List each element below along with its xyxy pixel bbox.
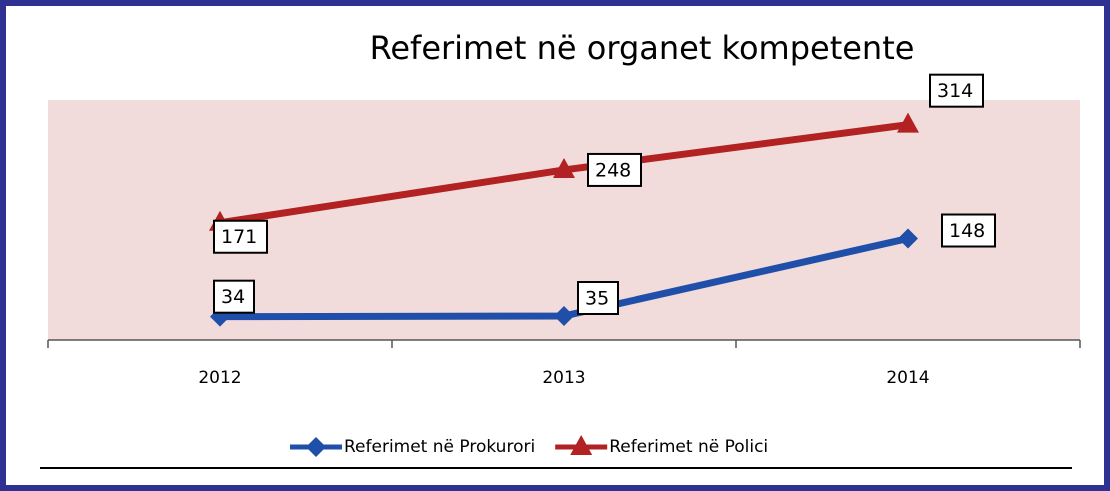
x-tick-label: 2013 — [542, 368, 585, 388]
x-tick-label: 2014 — [886, 368, 929, 388]
data-label-box — [587, 152, 642, 187]
data-label-box — [213, 219, 268, 254]
data-label-box — [941, 213, 996, 248]
data-label-box — [577, 281, 619, 315]
data-label-box — [213, 279, 255, 314]
legend-label: Referimet në Prokurori — [344, 437, 535, 457]
data-label: 34 — [221, 286, 245, 308]
data-label: 35 — [585, 288, 609, 310]
data-label: 314 — [937, 80, 973, 102]
marker — [306, 437, 326, 457]
data-label: 171 — [221, 226, 257, 248]
data-label-box — [929, 73, 984, 108]
x-tick-label: 2012 — [198, 368, 241, 388]
marker — [897, 112, 919, 133]
marker — [570, 435, 593, 455]
marker — [553, 157, 575, 178]
chart-title: Referimet në organet kompetente — [370, 29, 915, 67]
data-label: 148 — [949, 220, 985, 242]
legend-label: Referimet në Polici — [609, 437, 768, 457]
marker — [898, 228, 918, 249]
plot-area — [48, 100, 1080, 340]
data-label: 248 — [595, 159, 631, 181]
marker — [554, 306, 574, 326]
